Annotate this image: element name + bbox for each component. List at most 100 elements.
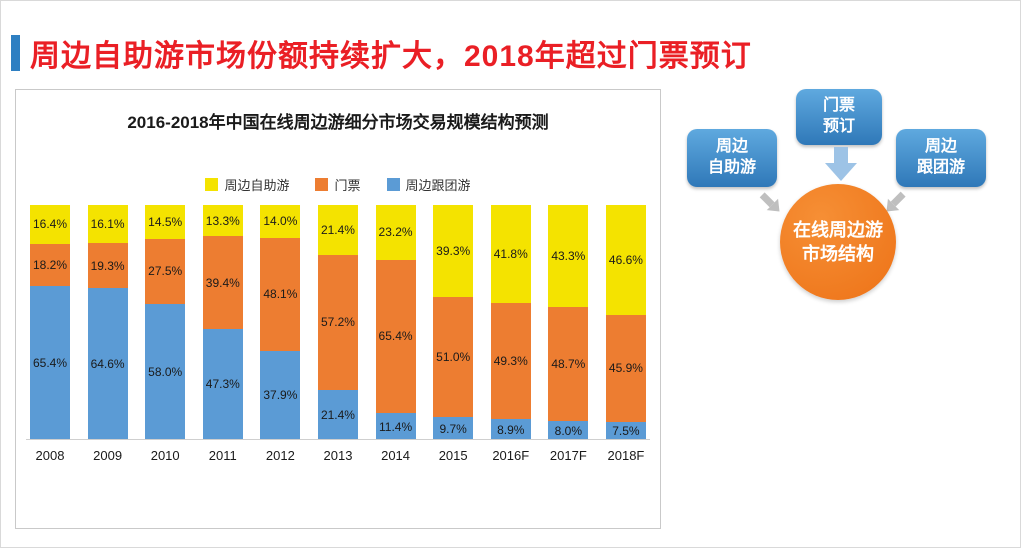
chart-card: 2016-2018年中国在线周边游细分市场交易规模结构预测 周边自助游 门票 周边跟…	[15, 89, 661, 529]
segment-value-label: 41.8%	[493, 247, 528, 262]
legend-item: 周边跟团游	[386, 175, 471, 194]
segment-value-label: 43.3%	[551, 248, 586, 263]
x-axis-label: 2013	[323, 448, 353, 463]
x-axis-label: 2018F	[607, 448, 645, 463]
segment-value-label: 48.1%	[263, 287, 298, 302]
main: 2016-2018年中国在线周边游细分市场交易规模结构预测 周边自助游 门票 周边跟…	[1, 81, 1020, 529]
segment-value-label: 16.4%	[32, 217, 68, 232]
segment-value-label: 47.3%	[205, 377, 240, 392]
segment-value-label: 65.4%	[378, 329, 413, 344]
bar-column: 39.3% 51.0% 9.7% 2015	[433, 205, 474, 466]
chart-legend: 周边自助游 门票 周边跟团游	[16, 175, 660, 194]
stacked-bar: 39.3% 51.0% 9.7%	[433, 205, 474, 440]
box-self-guided-tour: 周边 自助游	[687, 129, 777, 187]
structure-diagram: 门票 预订 周边 自助游 周边 跟团游 在线周边游 市场结构	[675, 89, 1006, 529]
bar-column: 43.3% 48.7% 8.0% 2017F	[548, 205, 589, 466]
bar-segment: 16.1%	[87, 205, 128, 243]
x-axis-label: 2014	[381, 448, 411, 463]
segment-value-label: 13.3%	[205, 213, 240, 228]
segment-value-label: 39.3%	[436, 244, 471, 259]
stacked-bar: 23.2% 65.4% 11.4%	[375, 205, 416, 440]
bar-segment: 18.2%	[30, 243, 70, 287]
bar-segment: 43.3%	[548, 205, 589, 307]
bar-column: 16.1% 19.3% 64.6% 2009	[87, 205, 128, 466]
bar-segment: 57.2%	[317, 255, 358, 390]
segment-value-label: 19.3%	[90, 258, 125, 273]
x-axis-label: 2008	[35, 448, 65, 463]
segment-value-label: 37.9%	[263, 388, 298, 403]
x-axis-label: 2012	[265, 448, 295, 463]
bar-column: 46.6% 45.9% 7.5% 2018F	[605, 205, 646, 466]
title-accent-bar	[11, 35, 20, 71]
bar-segment: 65.4%	[30, 286, 70, 440]
arrow-down-stem	[834, 147, 848, 163]
bar-column: 13.3% 39.4% 47.3% 2011	[202, 205, 243, 466]
bar-segment: 48.7%	[548, 306, 589, 422]
segment-value-label: 51.0%	[436, 350, 471, 365]
segment-value-label: 14.5%	[148, 215, 183, 230]
stacked-bar: 21.4% 57.2% 21.4%	[317, 205, 358, 440]
legend-label: 周边跟团游	[405, 178, 471, 193]
bar-segment: 19.3%	[87, 242, 128, 289]
x-axis-label: 2015	[438, 448, 468, 463]
bar-segment: 65.4%	[375, 259, 416, 414]
legend-swatch	[315, 178, 329, 191]
stacked-bar: 43.3% 48.7% 8.0%	[548, 205, 589, 440]
bar-segment: 48.1%	[260, 237, 301, 351]
bar-segment: 37.9%	[260, 350, 301, 440]
legend-swatch	[386, 178, 400, 191]
bar-segment: 14.5%	[145, 205, 186, 240]
arrow-down-icon	[825, 147, 857, 183]
legend-label: 周边自助游	[224, 178, 290, 193]
bar-segment: 9.7%	[433, 417, 474, 440]
segment-value-label: 18.2%	[32, 257, 68, 272]
arrow-left-connector-icon	[757, 189, 786, 218]
segment-value-label: 23.2%	[378, 225, 413, 240]
segment-value-label: 9.7%	[439, 421, 467, 436]
bar-segment: 49.3%	[490, 303, 531, 420]
page-title: 周边自助游市场份额持续扩大，2018年超过门票预订	[30, 40, 752, 73]
x-axis-label: 2010	[150, 448, 180, 463]
legend-label: 门票	[334, 178, 361, 193]
segment-value-label: 11.4%	[378, 419, 413, 434]
segment-value-label: 21.4%	[320, 223, 355, 238]
segment-value-label: 16.1%	[90, 216, 125, 231]
bar-column: 21.4% 57.2% 21.4% 2013	[317, 205, 358, 466]
segment-value-label: 46.6%	[608, 252, 643, 267]
bar-segment: 39.3%	[433, 205, 474, 298]
legend-item: 周边自助游	[205, 175, 289, 194]
bar-segment: 21.4%	[317, 205, 358, 256]
segment-value-label: 45.9%	[608, 361, 643, 376]
bar-segment: 23.2%	[375, 205, 416, 260]
segment-value-label: 7.5%	[612, 424, 640, 439]
bar-segment: 14.0%	[260, 205, 301, 238]
segment-value-label: 14.0%	[263, 214, 298, 229]
legend-item: 门票	[315, 175, 361, 194]
segment-value-label: 64.6%	[90, 357, 125, 372]
bar-segment: 16.4%	[30, 205, 70, 244]
bar-column: 14.5% 27.5% 58.0% 2010	[145, 205, 186, 466]
segment-value-label: 21.4%	[320, 407, 355, 422]
bar-segment: 46.6%	[605, 205, 646, 315]
segment-value-label: 8.0%	[554, 423, 583, 438]
bar-segment: 47.3%	[202, 328, 243, 440]
segment-value-label: 58.0%	[148, 364, 183, 379]
bar-segment: 8.0%	[548, 421, 589, 440]
bar-segment: 45.9%	[605, 314, 646, 423]
bar-segment: 7.5%	[605, 422, 646, 440]
bar-segment: 8.9%	[490, 419, 531, 440]
bar-column: 41.8% 49.3% 8.9% 2016F	[490, 205, 531, 466]
stacked-bar: 13.3% 39.4% 47.3%	[202, 205, 243, 440]
segment-value-label: 49.3%	[493, 354, 528, 369]
arrow-down-head	[825, 163, 857, 181]
bar-column: 14.0% 48.1% 37.9% 2012	[260, 205, 301, 466]
bar-segment: 58.0%	[145, 303, 186, 440]
chart-title: 2016-2018年中国在线周边游细分市场交易规模结构预测	[127, 113, 549, 132]
bar-segment: 64.6%	[87, 288, 128, 440]
stacked-bar: 14.5% 27.5% 58.0%	[145, 205, 186, 440]
market-structure-circle: 在线周边游 市场结构	[780, 184, 896, 300]
stacked-bar: 46.6% 45.9% 7.5%	[605, 205, 646, 440]
bar-segment: 13.3%	[202, 205, 243, 237]
segment-value-label: 27.5%	[148, 264, 183, 279]
bar-segment: 27.5%	[145, 239, 186, 304]
